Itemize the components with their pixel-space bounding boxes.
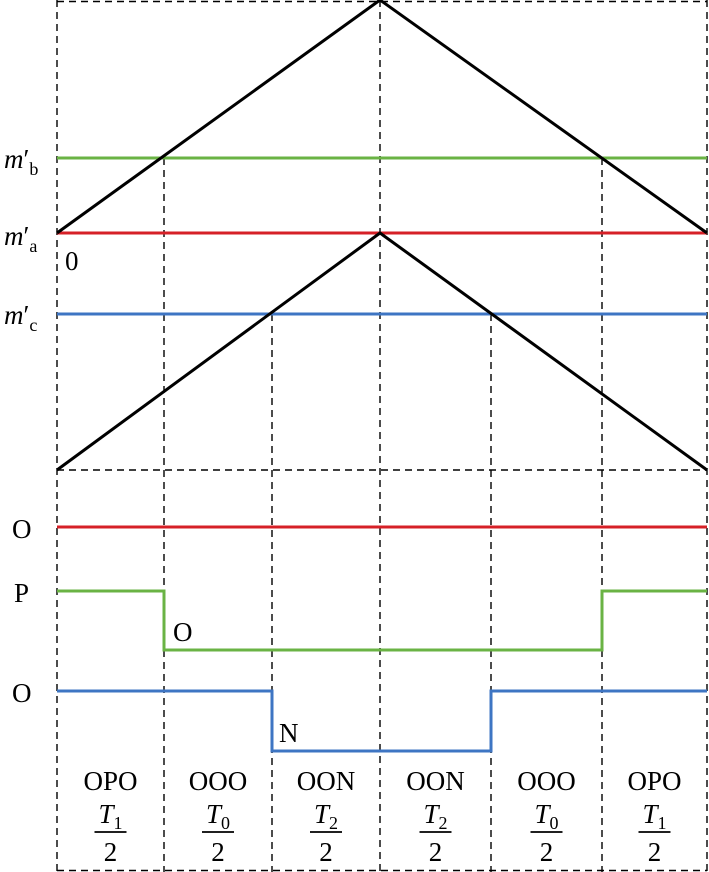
segment-state-label: OPO	[83, 766, 137, 796]
phase-c-start-label: O	[12, 678, 32, 708]
segment-duration-denominator: 2	[211, 837, 225, 867]
phase-a-level-label: O	[12, 514, 32, 544]
segment-duration-numerator: T2	[314, 799, 338, 833]
segment-state-label: OOO	[189, 766, 248, 796]
segment-duration-numerator: T1	[642, 799, 666, 833]
lower-carrier	[56, 231, 708, 472]
segment-duration-numerator: T0	[206, 799, 230, 833]
phase-b-middle-label: O	[173, 617, 193, 647]
segment-duration-numerator: T1	[98, 799, 122, 833]
segment-duration-denominator: 2	[319, 837, 333, 867]
label-mc: m′c	[4, 300, 37, 335]
segment-duration-denominator: 2	[540, 837, 554, 867]
phase-b-start-label: P	[14, 578, 29, 608]
segment-duration-denominator: 2	[429, 837, 443, 867]
segment-duration-denominator: 2	[104, 837, 118, 867]
phase-b-waveform	[57, 589, 707, 652]
segment-state-label: OON	[406, 766, 465, 796]
label-mb: m′b	[4, 144, 38, 179]
segment-state-label: OOO	[517, 766, 576, 796]
segment-state-label: OON	[297, 766, 356, 796]
label-origin-zero: 0	[65, 246, 79, 276]
label-ma: m′a	[4, 221, 37, 256]
segment-duration-numerator: T0	[534, 799, 558, 833]
segment-state-label: OPO	[627, 766, 681, 796]
segment-duration-numerator: T2	[423, 799, 447, 833]
dashed-grid	[56, 0, 708, 872]
upper-carrier	[56, 0, 708, 235]
phase-c-waveform	[57, 689, 707, 753]
segment-duration-denominator: 2	[648, 837, 662, 867]
phase-c-middle-label: N	[279, 718, 299, 748]
